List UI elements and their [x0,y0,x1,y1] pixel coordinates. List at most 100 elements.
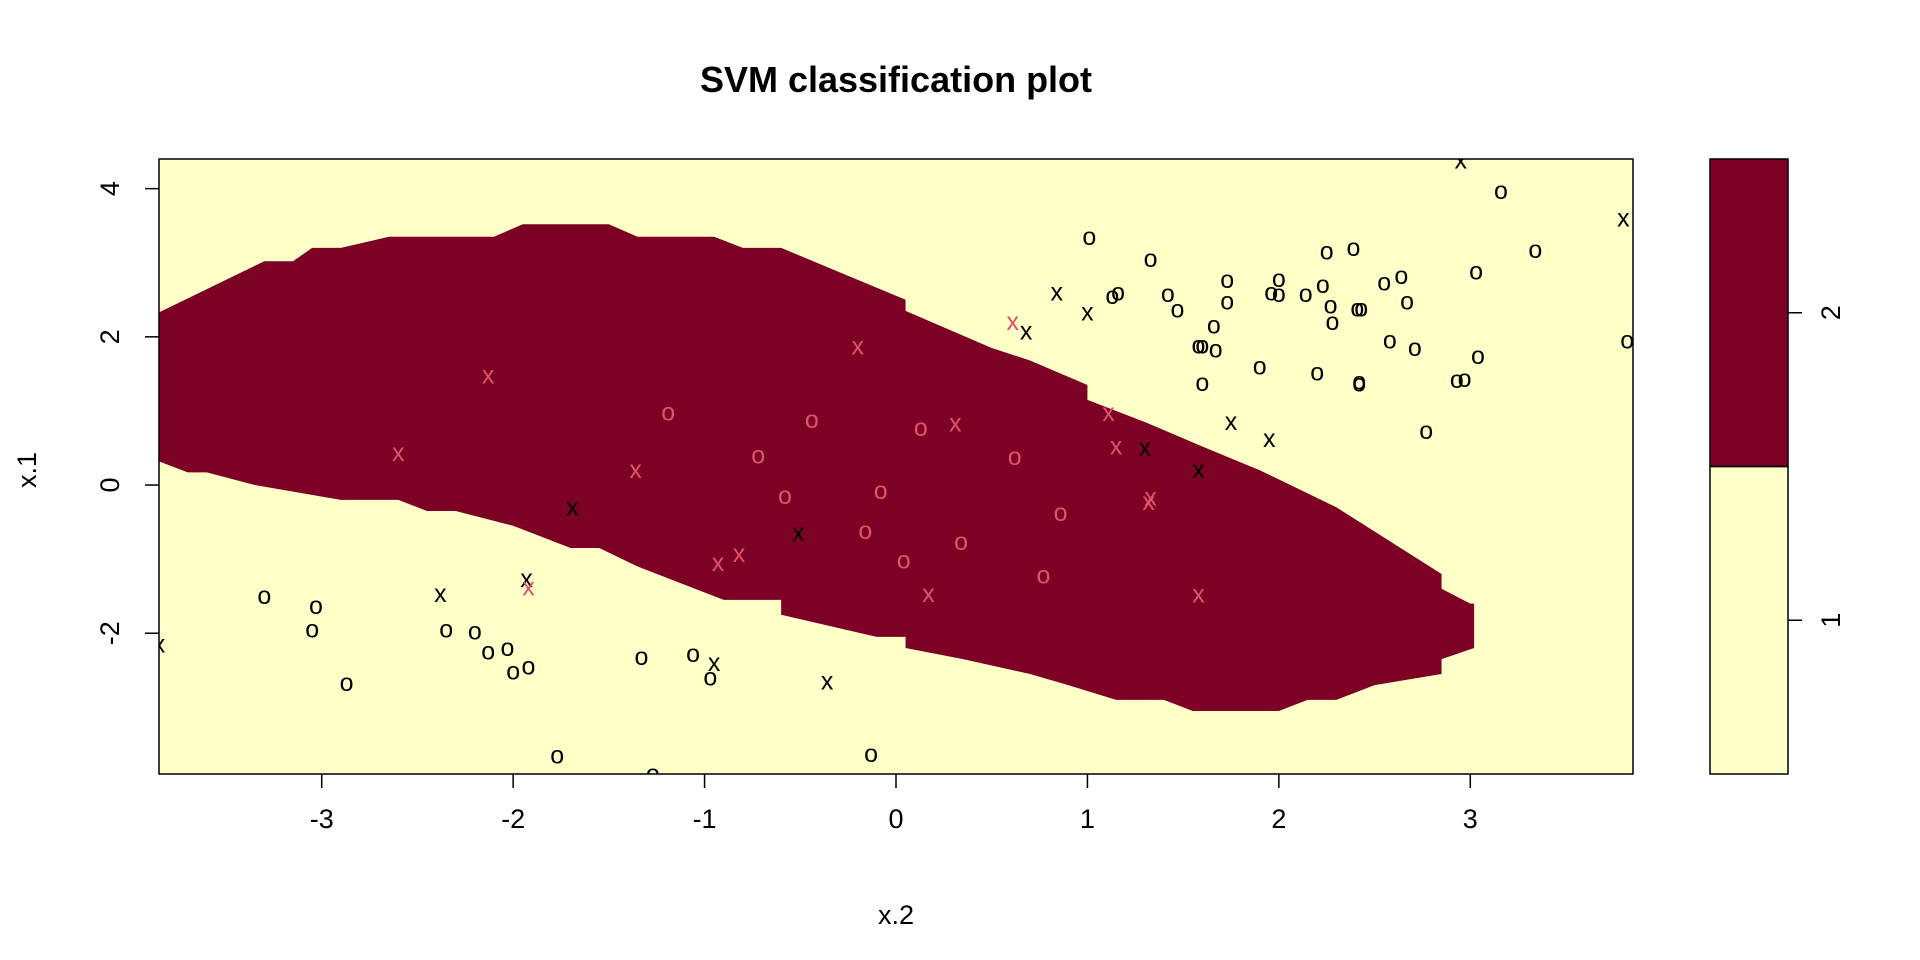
point-o-marker: o [1528,236,1542,264]
point-x-marker: x [566,493,579,521]
point-o-marker: o [1209,335,1223,363]
point-o-marker: o [858,517,872,545]
point-o-marker: o [1195,332,1209,360]
point-o-marker: o [1111,278,1125,306]
point-x-marker: x [821,667,834,695]
point-o-marker: o [1264,278,1278,306]
point-x-marker: x [792,519,805,547]
point-o-marker: o [1316,271,1330,299]
point-x-marker: x [153,630,166,658]
point-o-marker: o [506,658,520,686]
point-x-marker: x [1081,298,1094,326]
point-o-marker: o [954,528,968,556]
point-o-marker: o [778,482,792,510]
point-x-marker: x [1617,204,1630,232]
point-o-marker: o [1354,295,1368,323]
x-tick-label: -1 [693,804,717,834]
point-o-marker: o [1220,266,1234,294]
point-o-marker: o [914,414,928,442]
point-o-marker: o [1272,265,1286,293]
point-o-marker: o [661,398,675,426]
point-o-marker: o [1320,238,1334,266]
point-o-marker: o [468,618,482,646]
class-2-decision-region [159,224,1475,712]
point-x-marker: x [1192,456,1205,484]
point-o-marker: o [634,643,648,671]
point-x-marker: x [520,565,533,593]
point-x-marker: x [708,649,721,677]
point-o-marker: o [1036,561,1050,589]
point-o-marker: o [874,477,888,505]
legend-swatch [1709,158,1789,468]
point-o-marker: o [481,638,495,666]
point-x-marker: x [1142,488,1155,516]
point-o-marker: o [1458,365,1472,393]
point-x-marker: x [1051,278,1064,306]
point-o-marker: o [1377,269,1391,297]
point-o-marker: o [1272,280,1286,308]
point-o-marker: o [1400,287,1414,315]
chart-title: SVM classification plot [700,59,1092,100]
point-x-marker: x [1144,484,1157,512]
point-o-marker: o [1419,417,1433,445]
point-x-marker: x [1192,581,1205,609]
point-x-marker: x [949,410,962,438]
point-x-marker: x [392,439,405,467]
point-x-marker: x [1263,425,1276,453]
point-x-marker: x [1110,432,1123,460]
point-o-marker: o [1192,332,1206,360]
point-o-marker: o [686,640,700,668]
point-o-marker: o [1299,280,1313,308]
point-x-marker: x [1102,399,1115,427]
x-axis-label: x.2 [878,900,914,930]
point-o-marker: o [1207,312,1221,340]
point-o-marker: o [1054,499,1068,527]
point-o-marker: o [1008,443,1022,471]
point-o-marker: o [305,616,319,644]
point-o-marker: o [1394,262,1408,290]
point-o-marker: o [1347,234,1361,262]
point-o-marker: o [1408,334,1422,362]
point-o-marker: o [522,653,536,681]
legend-label: 1 [1816,613,1846,628]
point-o-marker: o [1352,370,1366,398]
point-o-marker: o [550,741,564,769]
point-x-marker: x [1007,308,1020,336]
point-o-marker: o [1220,287,1234,315]
point-x-marker: x [434,580,447,608]
point-x-marker: x [629,456,642,484]
point-o-marker: o [1253,352,1267,380]
point-o-marker: o [439,616,453,644]
legend-label: 2 [1816,305,1846,320]
point-o-marker: o [309,592,323,620]
point-o-marker: o [1105,282,1119,310]
point-o-marker: o [1620,327,1634,355]
point-o-marker: o [1383,327,1397,355]
legend-swatch [1709,465,1789,775]
point-o-marker: o [1161,280,1175,308]
point-o-marker: o [340,669,354,697]
point-o-marker: o [864,740,878,768]
point-x-marker: x [482,361,495,389]
color-legend: 12 [1709,158,1846,775]
point-o-marker: o [1471,342,1485,370]
point-o-marker: o [646,760,660,788]
x-tick-label: -3 [310,804,334,834]
point-o-marker: o [1144,245,1158,273]
point-o-marker: o [751,441,765,469]
point-o-marker: o [1310,358,1324,386]
point-o-marker: o [1170,295,1184,323]
x-axis: -3 -2 -1 0 1 2 3 [310,774,1478,834]
point-o-marker: o [703,664,717,692]
point-o-marker: o [1350,295,1364,323]
x-tick-label: 3 [1463,804,1478,834]
y-tick-label: -2 [95,621,125,645]
y-tick-label: 0 [95,478,125,493]
point-o-marker: o [1324,292,1338,320]
point-o-marker: o [805,406,819,434]
point-o-marker: o [1195,369,1209,397]
y-tick-label: 4 [95,181,125,196]
point-o-marker: o [1082,223,1096,251]
